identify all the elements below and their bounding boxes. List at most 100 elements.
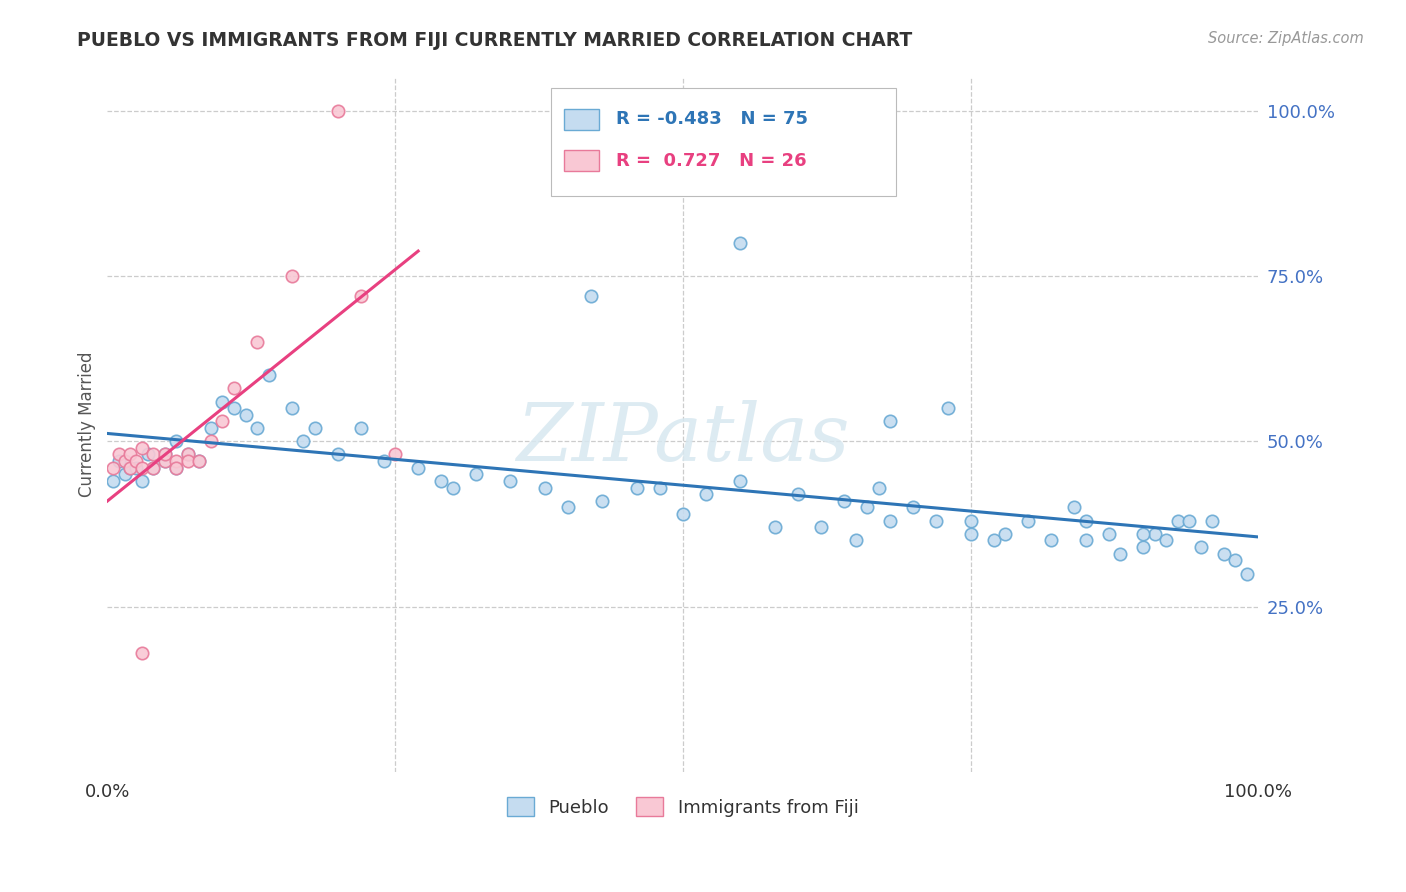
Point: [326, 447, 349, 461]
Point: [114, 467, 136, 482]
Point: [901, 500, 924, 515]
Point: [1201, 514, 1223, 528]
Point: [114, 454, 136, 468]
Point: [579, 289, 602, 303]
Point: [832, 493, 855, 508]
Point: [120, 447, 142, 461]
Point: [120, 460, 142, 475]
Point: [120, 460, 142, 475]
Point: [165, 454, 187, 468]
Point: [648, 481, 671, 495]
Point: [672, 507, 695, 521]
Text: ZIPatlas: ZIPatlas: [516, 400, 849, 477]
Point: [464, 467, 486, 482]
Point: [1074, 514, 1097, 528]
Point: [1143, 526, 1166, 541]
Point: [142, 447, 165, 461]
Point: [211, 414, 233, 428]
FancyBboxPatch shape: [551, 87, 896, 195]
Point: [1212, 547, 1234, 561]
Point: [153, 454, 176, 468]
Point: [153, 447, 176, 461]
Bar: [564, 151, 599, 171]
Point: [177, 447, 200, 461]
Point: [1167, 514, 1189, 528]
Point: [131, 646, 153, 660]
Point: [879, 514, 901, 528]
Point: [936, 401, 959, 416]
Point: [1074, 533, 1097, 548]
Point: [136, 447, 159, 461]
Point: [125, 454, 148, 468]
Point: [1040, 533, 1063, 548]
Point: [868, 481, 890, 495]
Point: [856, 500, 879, 515]
Point: [142, 460, 165, 475]
Point: [246, 334, 269, 349]
Point: [222, 401, 245, 416]
Point: [349, 289, 371, 303]
Point: [304, 421, 326, 435]
Point: [280, 268, 302, 283]
Point: [730, 235, 752, 250]
Point: [188, 454, 211, 468]
Point: [165, 434, 187, 449]
Point: [1156, 533, 1178, 548]
Point: [406, 460, 429, 475]
Point: [1017, 514, 1039, 528]
Point: [591, 493, 613, 508]
Point: [165, 460, 187, 475]
Point: [695, 487, 717, 501]
Point: [108, 454, 131, 468]
Point: [959, 526, 981, 541]
Point: [177, 454, 200, 468]
Point: [810, 520, 832, 534]
Point: [730, 474, 752, 488]
Point: [499, 474, 522, 488]
Point: [557, 500, 579, 515]
Point: [280, 401, 302, 416]
Point: [1132, 540, 1154, 554]
Legend: Pueblo, Immigrants from Fiji: Pueblo, Immigrants from Fiji: [501, 790, 866, 824]
Point: [1225, 553, 1247, 567]
Point: [177, 447, 200, 461]
Point: [200, 421, 222, 435]
Point: [188, 454, 211, 468]
Point: [292, 434, 315, 449]
Point: [384, 447, 406, 461]
Point: [879, 414, 901, 428]
Bar: [564, 109, 599, 129]
Point: [131, 441, 153, 455]
Text: Source: ZipAtlas.com: Source: ZipAtlas.com: [1208, 31, 1364, 46]
Point: [959, 514, 981, 528]
Point: [153, 454, 176, 468]
Point: [101, 474, 124, 488]
Point: [222, 381, 245, 395]
Point: [101, 460, 124, 475]
Point: [430, 474, 453, 488]
Point: [441, 481, 464, 495]
Y-axis label: Currently Married: Currently Married: [79, 352, 96, 498]
Point: [108, 447, 131, 461]
Point: [1109, 547, 1132, 561]
Point: [373, 454, 395, 468]
Point: [1063, 500, 1085, 515]
Point: [787, 487, 810, 501]
Point: [1236, 566, 1258, 581]
Point: [153, 447, 176, 461]
Point: [131, 460, 153, 475]
Point: [131, 474, 153, 488]
Point: [125, 460, 148, 475]
Point: [235, 408, 257, 422]
Point: [349, 421, 371, 435]
Point: [257, 368, 280, 383]
Point: [626, 481, 648, 495]
Point: [763, 520, 786, 534]
Point: [925, 514, 948, 528]
Point: [200, 434, 222, 449]
Point: [1132, 526, 1154, 541]
Point: [845, 533, 868, 548]
Point: [326, 103, 349, 118]
Text: R =  0.727   N = 26: R = 0.727 N = 26: [616, 152, 807, 169]
Point: [142, 460, 165, 475]
